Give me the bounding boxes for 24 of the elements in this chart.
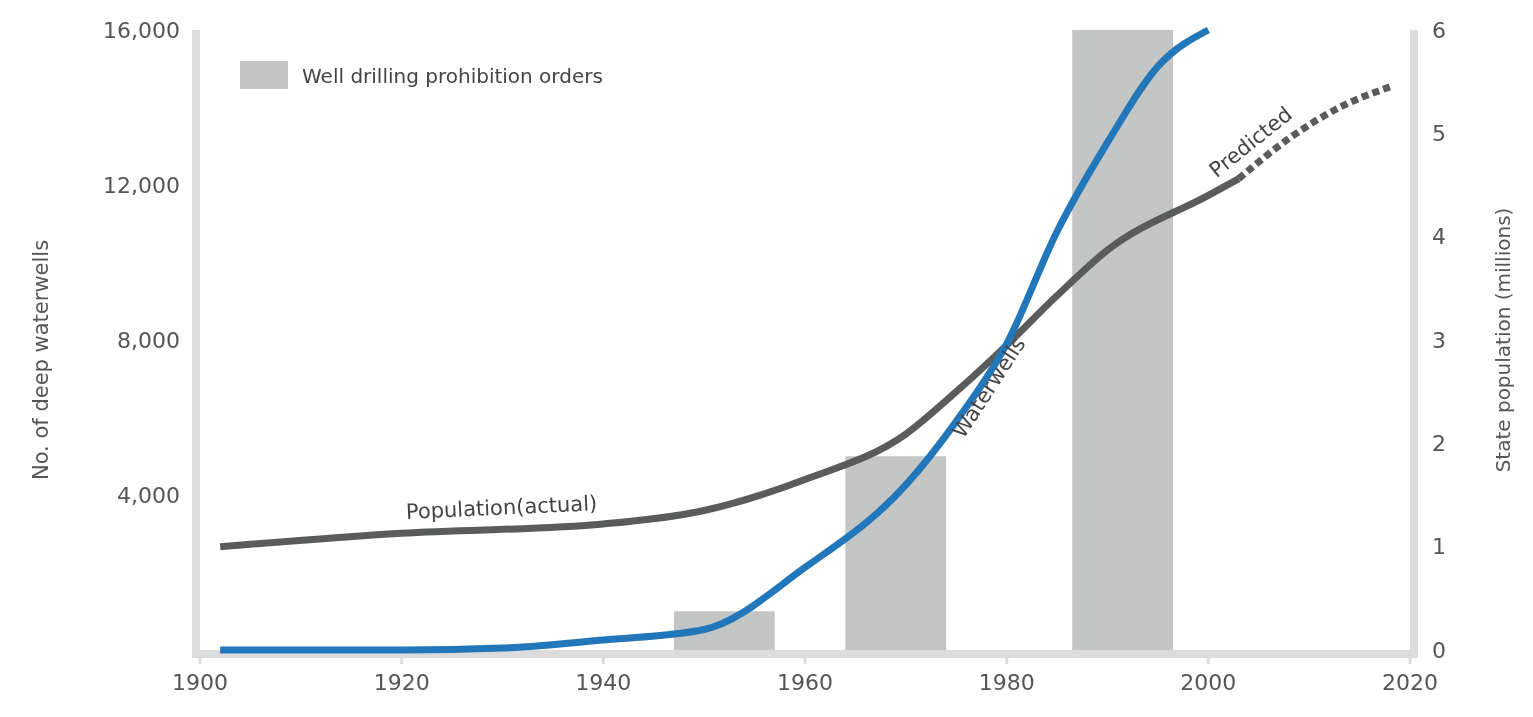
y-axis-title: No. of deep waterwells bbox=[29, 239, 53, 481]
y2-axis-title: State population (millions) bbox=[1491, 207, 1515, 473]
x-tick-label: 1980 bbox=[978, 670, 1035, 695]
legend-label: Well drilling prohibition orders bbox=[302, 64, 603, 88]
y2-tick-label: 3 bbox=[1432, 327, 1446, 353]
y-tick-label: 16,000 bbox=[103, 17, 180, 43]
x-tick-label: 2020 bbox=[1382, 670, 1438, 695]
y-tick-label: 8,000 bbox=[117, 327, 180, 353]
x-tick-label: 2000 bbox=[1180, 670, 1237, 695]
y2-tick-label: 2 bbox=[1432, 430, 1446, 456]
x-tick-label: 1920 bbox=[373, 670, 430, 695]
bar bbox=[1072, 30, 1174, 650]
x-tick-label: 1900 bbox=[172, 670, 228, 695]
y2-tick-label: 6 bbox=[1432, 17, 1446, 43]
y2-tick-label: 5 bbox=[1432, 120, 1446, 146]
y-tick-label: 4,000 bbox=[117, 482, 180, 508]
x-tick-label: 1940 bbox=[575, 670, 632, 695]
bar bbox=[845, 456, 947, 650]
series-label: Population(actual) bbox=[405, 491, 598, 524]
y-tick-label: 12,000 bbox=[103, 172, 180, 198]
y2-tick-label: 4 bbox=[1432, 224, 1446, 250]
y2-tick-label: 0 bbox=[1432, 637, 1446, 663]
y2-tick-label: 1 bbox=[1432, 534, 1446, 560]
x-tick-label: 1960 bbox=[777, 670, 833, 695]
